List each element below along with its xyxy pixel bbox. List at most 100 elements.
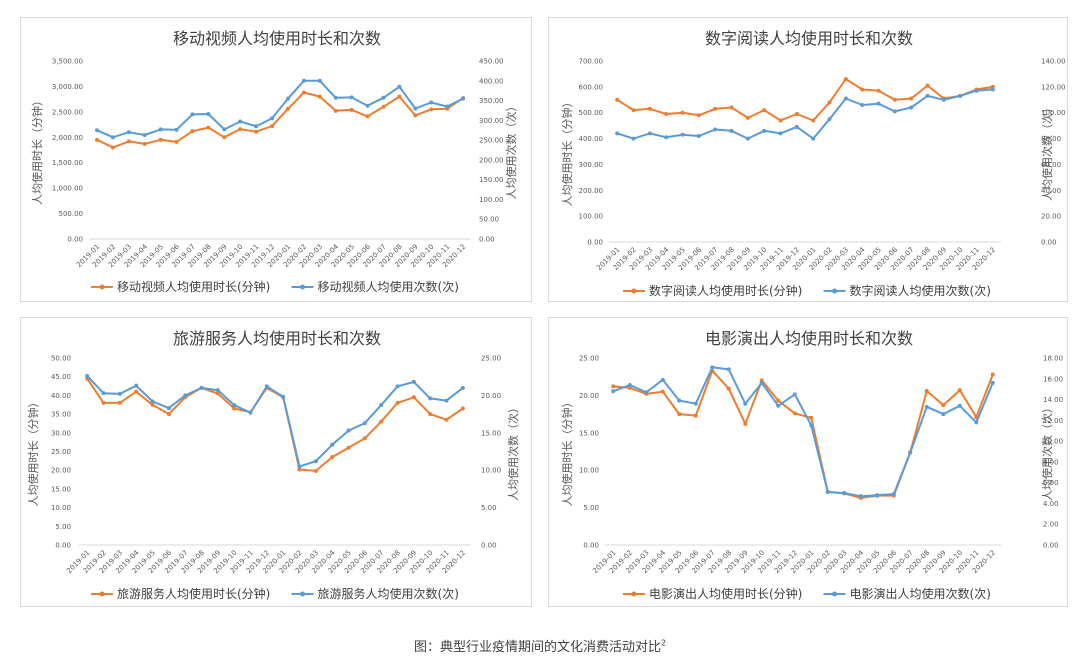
data-point bbox=[696, 113, 701, 118]
y2-tick-label: 450.00 bbox=[479, 58, 504, 66]
chart-panel-mobile-video: 移动视频人均使用时长和次数 0.00 500.00 1,000.00 1,500.00 2… bbox=[20, 17, 532, 302]
data-point bbox=[729, 105, 734, 110]
data-point bbox=[397, 84, 402, 89]
data-point bbox=[990, 87, 995, 92]
y-tick-label: 20.00 bbox=[579, 392, 599, 400]
data-point bbox=[297, 464, 302, 469]
y-tick-label: 35.00 bbox=[51, 411, 71, 419]
data-point bbox=[762, 108, 767, 113]
data-point bbox=[365, 103, 370, 108]
data-point bbox=[232, 403, 237, 408]
y-tick-label: 0.00 bbox=[67, 236, 83, 244]
y-tick-label: 25.00 bbox=[579, 355, 599, 363]
data-point bbox=[238, 119, 243, 124]
data-point bbox=[215, 391, 220, 396]
data-point bbox=[743, 401, 748, 406]
legend: 移动视频人均使用时长(分钟) 移动视频人均使用次数(次) bbox=[90, 279, 459, 294]
y-tick-label: 300.00 bbox=[579, 161, 604, 169]
y-tick-label: 400.00 bbox=[579, 135, 604, 143]
data-point bbox=[349, 95, 354, 100]
legend-label: 电影演出人均使用时长(分钟) bbox=[649, 586, 802, 601]
y2-tick-label: 18.00 bbox=[1043, 355, 1063, 363]
data-point bbox=[301, 90, 306, 95]
data-point bbox=[792, 411, 797, 416]
data-point bbox=[330, 442, 335, 447]
chart-mobile-video: 移动视频人均使用时长和次数 0.00 500.00 1,000.00 1,500.00 2… bbox=[30, 29, 518, 294]
data-point bbox=[285, 106, 290, 111]
y2-tick-label: 0.00 bbox=[481, 542, 497, 550]
data-point bbox=[362, 436, 367, 441]
y2-tick-label: 140.00 bbox=[1041, 58, 1066, 66]
y2-tick-label: 10.00 bbox=[1043, 438, 1063, 446]
legend-marker bbox=[832, 288, 838, 294]
data-point bbox=[190, 112, 195, 117]
legend-label: 移动视频人均使用时长(分钟) bbox=[117, 279, 270, 294]
data-point bbox=[875, 493, 880, 498]
legend-marker bbox=[99, 591, 105, 597]
legend-marker bbox=[832, 591, 838, 597]
series-line-count bbox=[96, 79, 464, 139]
data-point bbox=[215, 388, 220, 393]
y2-tick-label: 150.00 bbox=[479, 176, 504, 184]
data-point bbox=[745, 136, 750, 141]
data-point bbox=[611, 384, 616, 389]
legend-label: 旅游服务人均使用次数(次) bbox=[318, 586, 459, 601]
data-point bbox=[365, 114, 370, 119]
data-point bbox=[297, 467, 302, 472]
y-tick-label: 10.00 bbox=[51, 504, 71, 512]
data-point bbox=[395, 400, 400, 405]
data-point bbox=[778, 118, 783, 123]
data-point bbox=[644, 390, 649, 395]
data-point bbox=[827, 100, 832, 105]
y-tick-label: 500.00 bbox=[59, 210, 84, 218]
data-point bbox=[660, 377, 665, 382]
data-point bbox=[726, 367, 731, 372]
data-point bbox=[825, 490, 830, 495]
data-point bbox=[444, 398, 449, 403]
data-point bbox=[647, 131, 652, 136]
data-point bbox=[792, 392, 797, 397]
data-point bbox=[349, 107, 354, 112]
data-point bbox=[444, 417, 449, 422]
data-point bbox=[174, 127, 179, 132]
y-tick-label: 20.00 bbox=[51, 467, 71, 475]
data-point bbox=[429, 107, 434, 112]
y-tick-label: 600.00 bbox=[579, 83, 604, 91]
data-point bbox=[990, 380, 995, 385]
y-axis-title: 人均使用时长（分钟） bbox=[26, 397, 40, 507]
data-point bbox=[776, 398, 781, 403]
data-point bbox=[222, 135, 227, 140]
chart-panel-digital-reading: 数字阅读人均使用时长和次数 0.00 100.00 200.00 300.00 400.0… bbox=[548, 17, 1068, 302]
data-point bbox=[270, 124, 275, 129]
data-point bbox=[909, 105, 914, 110]
data-point bbox=[843, 77, 848, 82]
data-point bbox=[85, 373, 90, 378]
data-point bbox=[158, 137, 163, 142]
data-point bbox=[842, 491, 847, 496]
y-tick-label: 0.00 bbox=[587, 239, 603, 247]
data-point bbox=[924, 388, 929, 393]
data-point bbox=[101, 400, 106, 405]
legend-marker bbox=[631, 591, 637, 597]
y-tick-label: 30.00 bbox=[51, 429, 71, 437]
data-point bbox=[843, 96, 848, 101]
data-point bbox=[680, 132, 685, 137]
y2-axis-title: 人均使用次数（次） bbox=[504, 101, 518, 200]
data-point bbox=[776, 403, 781, 408]
data-point bbox=[745, 115, 750, 120]
data-point bbox=[333, 95, 338, 100]
chart-travel-service: 旅游服务人均使用时长和次数 0.00 5.00 10.00 15.00 20.00 25.0… bbox=[26, 329, 520, 601]
data-point bbox=[957, 388, 962, 393]
data-point bbox=[134, 383, 139, 388]
data-point bbox=[110, 145, 115, 150]
legend: 数字阅读人均使用时长(分钟) 数字阅读人均使用次数(次) bbox=[622, 283, 991, 298]
data-point bbox=[647, 106, 652, 111]
series-line-duration bbox=[613, 369, 994, 499]
data-point bbox=[726, 386, 731, 391]
data-point bbox=[858, 494, 863, 499]
data-point bbox=[759, 380, 764, 385]
y2-tick-label: 6.00 bbox=[1043, 479, 1059, 487]
y2-axis-title: 人均使用次数（次） bbox=[1040, 402, 1054, 501]
y2-tick-label: 16.00 bbox=[1043, 375, 1063, 383]
data-point bbox=[680, 110, 685, 115]
